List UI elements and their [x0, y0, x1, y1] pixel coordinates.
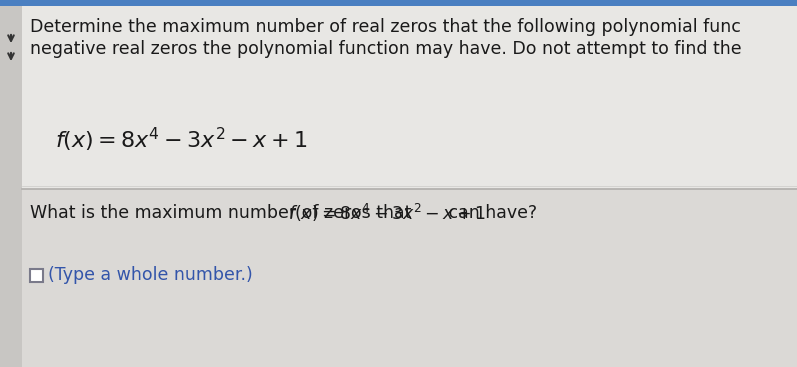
Text: $f(x)=8x^4-3x^2-x+1$: $f(x)=8x^4-3x^2-x+1$: [289, 202, 486, 224]
Text: (Type a whole number.): (Type a whole number.): [48, 266, 253, 284]
Bar: [0, 0, 22, 367]
Text: $f(x)=8x^4-3x^2-x+1$: $f(x)=8x^4-3x^2-x+1$: [55, 126, 308, 153]
Bar: [0, 189, 797, 367]
Text: negative real zeros the polynomial function may have. Do not attempt to find the: negative real zeros the polynomial funct…: [30, 40, 742, 58]
Text: What is the maximum number of zeros that: What is the maximum number of zeros that: [30, 204, 417, 222]
Bar: [30, 269, 43, 282]
Text: Determine the maximum number of real zeros that the following polynomial func: Determine the maximum number of real zer…: [30, 18, 741, 36]
Text: can have?: can have?: [443, 204, 537, 222]
Bar: [0, 0, 797, 189]
Bar: [0, 0, 797, 6]
